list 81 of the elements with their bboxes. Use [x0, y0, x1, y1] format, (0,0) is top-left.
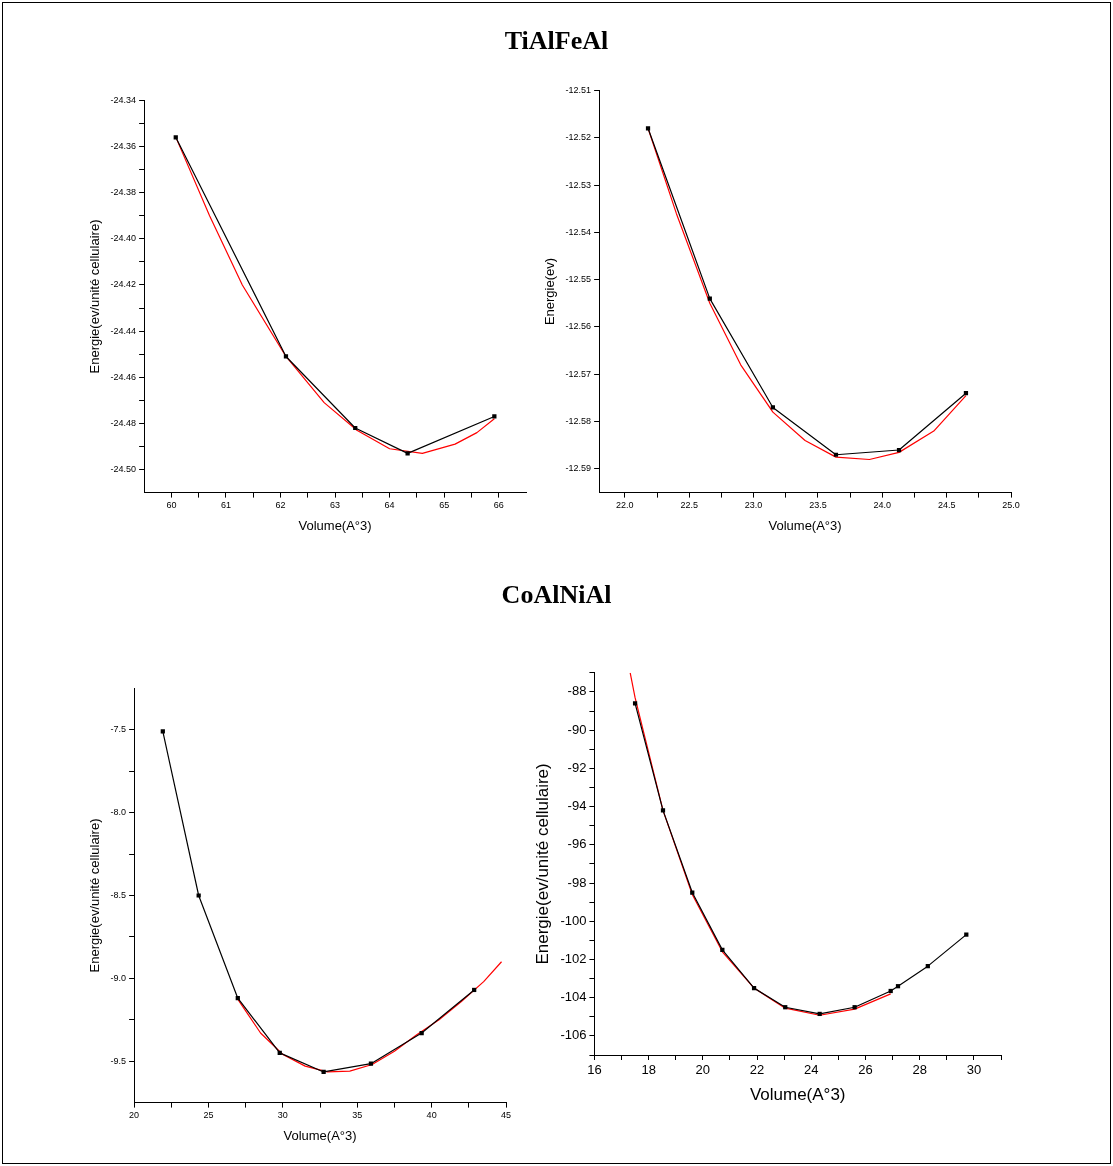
point	[964, 932, 969, 937]
y-tick-label: -24.48	[110, 417, 137, 428]
x-tick-label: 23.5	[809, 500, 827, 511]
y-tick-label: -8.5	[110, 889, 127, 900]
x-tick-label: 24.0	[873, 500, 892, 511]
x-tick-label: 20	[129, 1110, 140, 1121]
x-tick-label: 18	[641, 1062, 656, 1078]
y-tick-label: -12.53	[565, 179, 592, 190]
x-tick-label: 63	[330, 500, 341, 511]
y-axis-title: Energie(ev/unité cellulaire)	[87, 818, 103, 973]
x-tick-label: 35	[352, 1110, 363, 1121]
x-tick-label: 23.0	[744, 500, 763, 511]
x-tick-label: 22	[749, 1062, 765, 1078]
y-tick-label: -8.0	[110, 807, 127, 818]
x-axis-title: Volume(A°3)	[283, 1127, 357, 1143]
chart-title: TiAlFeAl	[503, 26, 610, 56]
y-axis-title: Energie(ev/unité cellulaire)	[532, 763, 552, 965]
x-tick-label: 22.5	[680, 500, 698, 511]
x-tick-label: 24	[804, 1062, 819, 1078]
y-axis-title: Energie(ev)	[542, 257, 558, 326]
chart-title: CoAlNiAl	[500, 580, 613, 610]
point	[770, 405, 775, 410]
x-tick-label: 66	[493, 500, 504, 511]
y-tick-label: -24.44	[110, 325, 137, 336]
y-tick-label: -9.5	[110, 1055, 127, 1066]
y-tick-label: -24.40	[110, 233, 137, 244]
point	[196, 893, 201, 898]
x-tick-label: 30	[277, 1110, 288, 1121]
point	[283, 354, 289, 359]
y-tick-label: -24.36	[110, 141, 137, 152]
point	[492, 414, 497, 419]
y-tick-label: -12.56	[565, 321, 592, 332]
y-tick-label: -88	[567, 683, 587, 699]
point	[690, 890, 695, 895]
y-tick-label: -12.57	[565, 368, 592, 379]
point	[160, 729, 165, 734]
y-tick-label: -24.38	[110, 187, 137, 198]
y-tick-label: -98	[567, 874, 587, 890]
y-tick-label: -104	[560, 989, 587, 1005]
x-tick-label: 60	[166, 500, 177, 511]
y-tick-label: -12.52	[565, 132, 592, 143]
x-tick-label: 62	[275, 500, 286, 511]
x-axis-title: Volume(A°3)	[298, 517, 372, 533]
y-tick-label: -12.58	[565, 416, 592, 427]
y-tick-label: -24.42	[110, 279, 137, 290]
y-tick-label: -106	[560, 1027, 587, 1043]
point	[405, 451, 410, 456]
point	[660, 808, 666, 813]
y-tick-label: -12.51	[565, 84, 592, 95]
x-tick-label: 30	[966, 1062, 982, 1078]
y-tick-label: -12.55	[565, 274, 592, 285]
y-axis-title: Energie(ev/unité cellulaire)	[87, 219, 103, 374]
x-axis-title: Volume(A°3)	[749, 1085, 846, 1105]
x-axis-title: Volume(A°3)	[768, 517, 842, 533]
x-tick-label: 45	[500, 1110, 512, 1121]
x-tick-label: 65	[439, 500, 450, 511]
y-tick-label: -102	[560, 951, 587, 967]
y-tick-label: -9.0	[110, 972, 127, 983]
y-tick-label: -96	[567, 836, 587, 852]
x-tick-label: 26	[858, 1062, 873, 1078]
y-tick-label: -24.34	[110, 94, 137, 105]
point	[707, 296, 712, 301]
y-tick-label: -92	[567, 759, 587, 775]
x-tick-label: 25.0	[1002, 500, 1020, 511]
x-tick-label: 24.5	[937, 500, 956, 511]
y-tick-label: -94	[567, 798, 587, 814]
y-tick-label: -100	[560, 912, 587, 928]
y-tick-label: -24.46	[110, 371, 137, 382]
x-tick-label: 64	[384, 500, 395, 511]
y-tick-label: -24.50	[110, 464, 137, 475]
y-tick-label: -12.59	[565, 463, 592, 474]
y-tick-label: -7.5	[110, 724, 127, 735]
x-tick-label: 40	[426, 1110, 437, 1121]
y-tick-label: -12.54	[565, 226, 592, 237]
x-tick-label: 22.0	[616, 500, 634, 511]
x-tick-label: 25	[203, 1110, 214, 1121]
x-tick-label: 28	[912, 1062, 927, 1078]
x-tick-label: 16	[587, 1062, 602, 1078]
x-tick-label: 20	[695, 1062, 711, 1078]
x-tick-label: 61	[220, 500, 231, 511]
y-tick-label: -90	[567, 721, 587, 737]
